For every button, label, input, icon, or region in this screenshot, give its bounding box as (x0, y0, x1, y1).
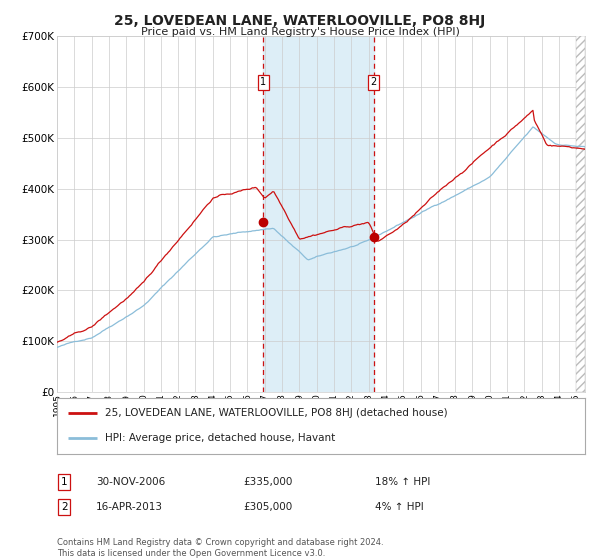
Text: £335,000: £335,000 (243, 477, 292, 487)
Text: Contains HM Land Registry data © Crown copyright and database right 2024.
This d: Contains HM Land Registry data © Crown c… (57, 538, 383, 558)
Text: 4% ↑ HPI: 4% ↑ HPI (375, 502, 424, 512)
Text: 2: 2 (61, 502, 68, 512)
Text: 1: 1 (61, 477, 68, 487)
Text: 30-NOV-2006: 30-NOV-2006 (96, 477, 165, 487)
Text: 2: 2 (371, 77, 377, 87)
Text: HPI: Average price, detached house, Havant: HPI: Average price, detached house, Hava… (104, 433, 335, 444)
Text: £305,000: £305,000 (243, 502, 292, 512)
Text: 1: 1 (260, 77, 266, 87)
Text: 16-APR-2013: 16-APR-2013 (96, 502, 163, 512)
Bar (263, 36, 374, 392)
Text: 18% ↑ HPI: 18% ↑ HPI (375, 477, 430, 487)
Text: 25, LOVEDEAN LANE, WATERLOOVILLE, PO8 8HJ (detached house): 25, LOVEDEAN LANE, WATERLOOVILLE, PO8 8H… (104, 408, 447, 418)
Text: Price paid vs. HM Land Registry's House Price Index (HPI): Price paid vs. HM Land Registry's House … (140, 27, 460, 37)
Text: 25, LOVEDEAN LANE, WATERLOOVILLE, PO8 8HJ: 25, LOVEDEAN LANE, WATERLOOVILLE, PO8 8H… (115, 14, 485, 28)
